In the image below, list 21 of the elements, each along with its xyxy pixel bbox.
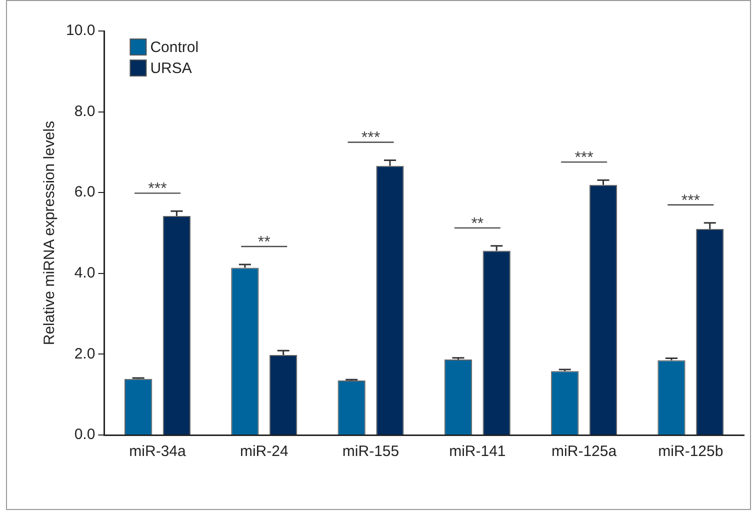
x-tick-label: miR-24	[240, 443, 288, 460]
legend-label: URSA	[150, 60, 192, 78]
y-tick-label: 6.0	[74, 184, 96, 201]
y-tick-label: 2.0	[74, 345, 96, 362]
annotation: **	[471, 215, 484, 232]
x-tick-label: miR-125a	[552, 443, 618, 460]
x-tick-label: miR-125b	[658, 443, 724, 460]
y-tick-label: 10.0	[66, 22, 96, 40]
y-tick-label: 0.0	[74, 426, 96, 444]
annotation: ***	[148, 180, 167, 198]
annotation: **	[258, 234, 270, 251]
annotation: ***	[574, 149, 594, 166]
annotation: ***	[361, 130, 380, 147]
legend-label: Control	[150, 39, 199, 56]
y-axis-title: Relative miRNA expression levels	[41, 120, 58, 346]
y-tick-label: 4.0	[74, 264, 96, 282]
x-tick-label: miR-34a	[129, 443, 187, 460]
x-tick-label: miR-141	[449, 443, 506, 460]
annotation: ***	[681, 192, 700, 210]
y-tick-label: 8.0	[74, 102, 96, 120]
x-tick-label: miR-155	[342, 443, 400, 460]
